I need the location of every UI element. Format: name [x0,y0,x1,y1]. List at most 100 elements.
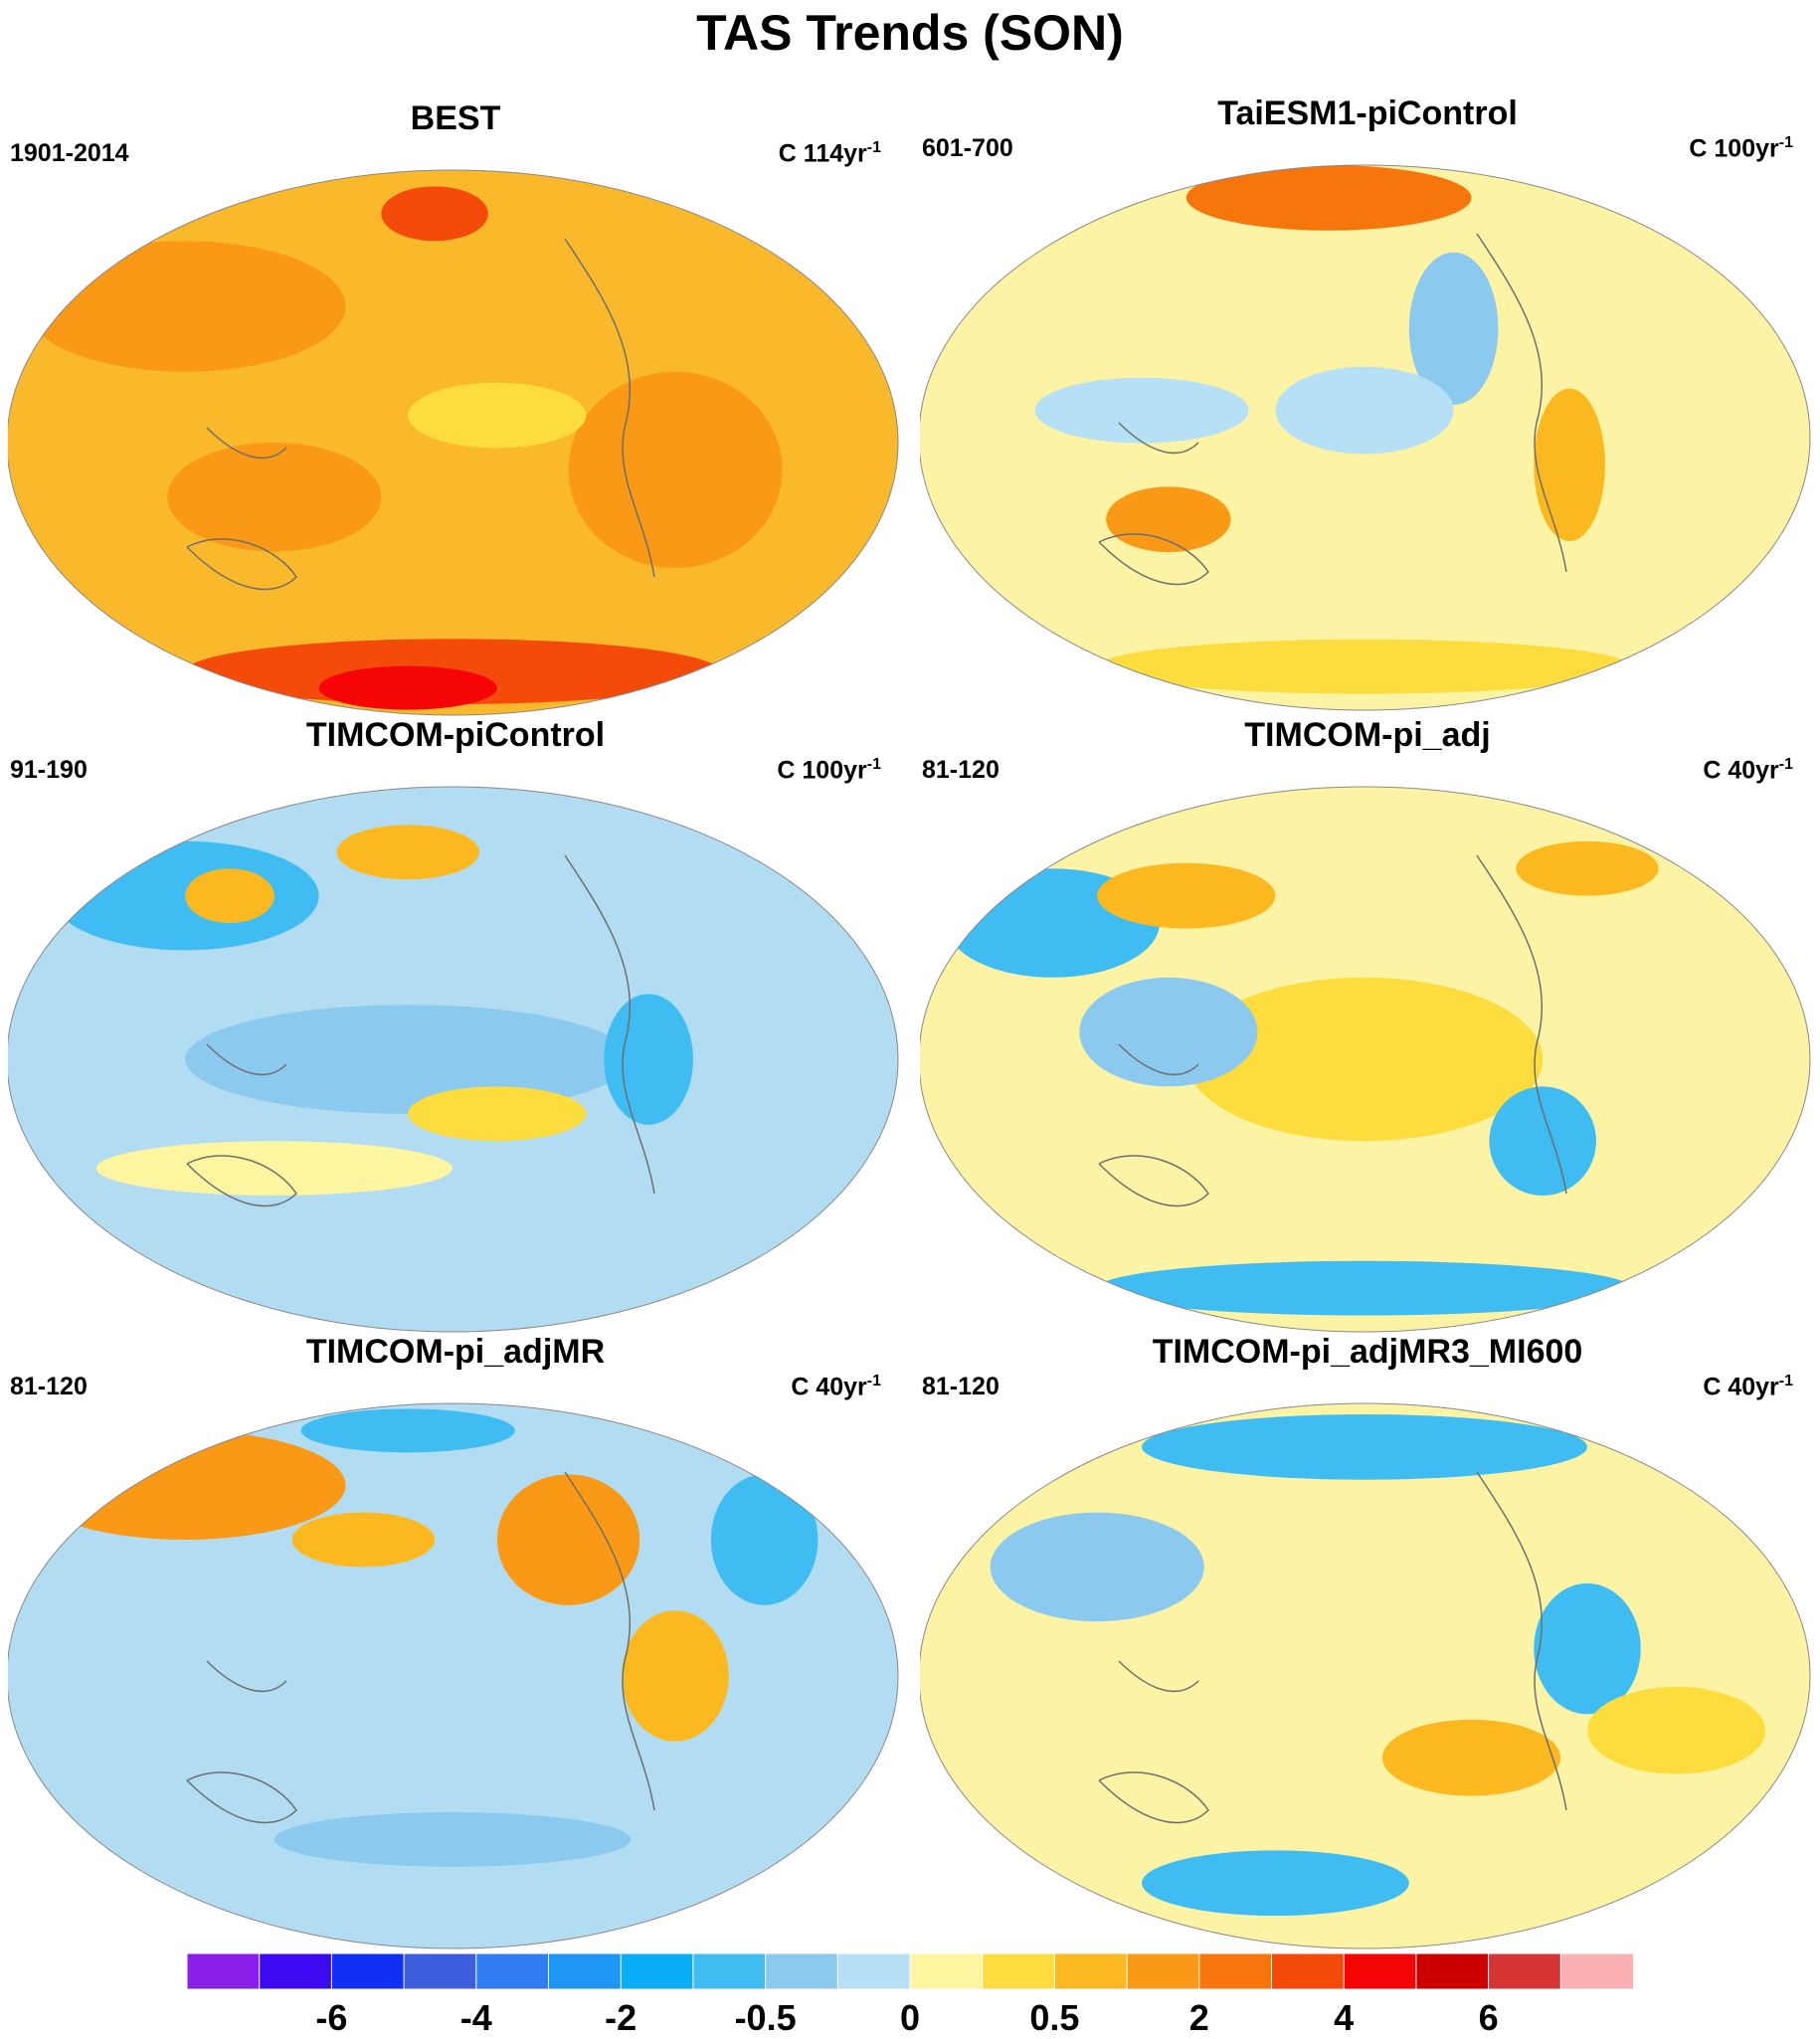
units-base: C [777,756,803,785]
panel-title: TaiESM1-piControl [1217,94,1518,132]
colorbar-swatch [836,1953,911,1990]
trend-anomaly-region [95,1141,454,1196]
units-interval: 100yr [1714,134,1779,163]
units-exponent: -1 [866,1373,881,1390]
colorbar-swatch [187,1953,261,1990]
coastline [1098,233,1567,586]
colorbar-swatch [1488,1953,1562,1990]
coastline [186,238,655,591]
coastline [186,854,655,1207]
trend-anomaly-region [300,1408,515,1453]
colorbar-swatch [1053,1953,1129,1990]
trend-anomaly-region [1106,486,1231,553]
map-panel: BEST 1901-2014 C 114yr-1 [8,99,903,716]
trend-anomaly-region [1381,1719,1561,1796]
colorbar-swatch [692,1953,767,1990]
units-interval: 40yr [1728,756,1779,785]
trend-anomaly-region [24,1430,346,1540]
trend-anomaly-region [381,186,488,242]
colorbar-swatch [475,1953,550,1990]
trend-anomaly-region [1185,165,1472,231]
trend-anomaly-region [167,443,382,552]
units-interval: 114yr [803,139,867,168]
coastline [186,1471,655,1824]
trend-anomaly-region [568,371,783,569]
panel-title: BEST [410,99,501,137]
trend-anomaly-region [318,665,497,710]
map-panel: TIMCOM-piControl 91-190 C 100yr-1 [8,716,903,1333]
trend-anomaly-region [1489,1086,1596,1196]
trend-anomaly-region [1587,1686,1766,1774]
period-label: 601-700 [922,134,1013,162]
units-base: C [791,1373,817,1401]
colorbar-tick-label: 2 [1188,1997,1209,2038]
map-outline [8,786,899,1333]
map-panel: TaiESM1-piControl 601-700 C 100yr-1 [920,94,1815,711]
trend-anomaly-region [24,241,346,372]
colorbar-swatch [330,1953,406,1990]
colorbar [187,1953,1633,1990]
colorbar-tick-label: 0 [899,1997,921,2038]
units-interval: 40yr [816,1373,867,1401]
colorbar-tick-label: -0.5 [734,1997,797,2038]
trend-anomaly-region [1097,639,1632,694]
units-interval: 100yr [802,756,867,785]
map-outline [920,164,1811,711]
trend-anomaly-region [291,1512,436,1568]
period-label: 81-120 [922,1373,1000,1400]
colorbar-tick-label: 4 [1334,1997,1355,2038]
trend-anomaly-region [1034,377,1249,444]
units-base: C [1703,1373,1729,1401]
trend-anomaly-region [273,1812,632,1867]
units-label: C 40yr-1 [791,1373,881,1401]
trend-anomaly-region [1079,977,1258,1087]
trend-anomaly-region [1097,1260,1632,1316]
map-panel: TIMCOM-pi_adjMR3_MI600 81-120 C 40yr-1 [920,1333,1815,1949]
map-field [920,786,1811,1333]
trend-anomaly-region [185,868,274,923]
map-field [8,786,899,1333]
coastline [1098,1471,1567,1824]
map-outline [920,1402,1811,1949]
trend-anomaly-region [604,994,693,1125]
trend-anomaly-region [51,840,319,951]
map-background [920,1403,1810,1948]
units-base: C [1689,134,1715,163]
trend-anomaly-region [336,825,479,880]
period-label: 91-190 [10,756,88,784]
colorbar-swatch [1198,1953,1273,1990]
colorbar-tick-label: 6 [1478,1997,1499,2038]
trend-anomaly-region [710,1474,819,1605]
period-label: 1901-2014 [10,139,129,167]
colorbar-swatch [1343,1953,1417,1990]
colorbar-swatch [909,1953,984,1990]
map-outline [8,1402,899,1949]
trend-anomaly-region [1534,1582,1641,1715]
trend-anomaly-region [1516,840,1659,896]
trend-anomaly-region [1142,1850,1409,1917]
units-base: C [778,139,804,168]
coastline [1098,854,1567,1207]
units-exponent: -1 [866,139,881,156]
period-label: 81-120 [10,1373,88,1400]
colorbar-swatch [1271,1953,1346,1990]
units-interval: 40yr [1728,1373,1779,1401]
colorbar-swatch [765,1953,839,1990]
map-panel: TIMCOM-pi_adj 81-120 C 40yr-1 [920,716,1815,1333]
colorbar-swatch [620,1953,694,1990]
map-field [920,1402,1811,1949]
trend-anomaly-region [496,1474,640,1605]
units-label: C 100yr-1 [777,756,881,785]
colorbar-tick-label: 0.5 [1029,1997,1080,2038]
trend-anomaly-region [622,1610,729,1742]
trend-anomaly-region [1097,862,1276,929]
trend-anomaly-region [1185,977,1544,1142]
panel-title: TIMCOM-pi_adjMR3_MI600 [1152,1333,1583,1371]
map-field [8,1402,899,1949]
colorbar-swatch [259,1953,333,1990]
trend-anomaly-region [408,1086,587,1142]
map-field [8,169,899,716]
colorbar-swatch [548,1953,623,1990]
colorbar-tick-label: -6 [315,1997,348,2038]
units-label: C 114yr-1 [779,139,881,168]
